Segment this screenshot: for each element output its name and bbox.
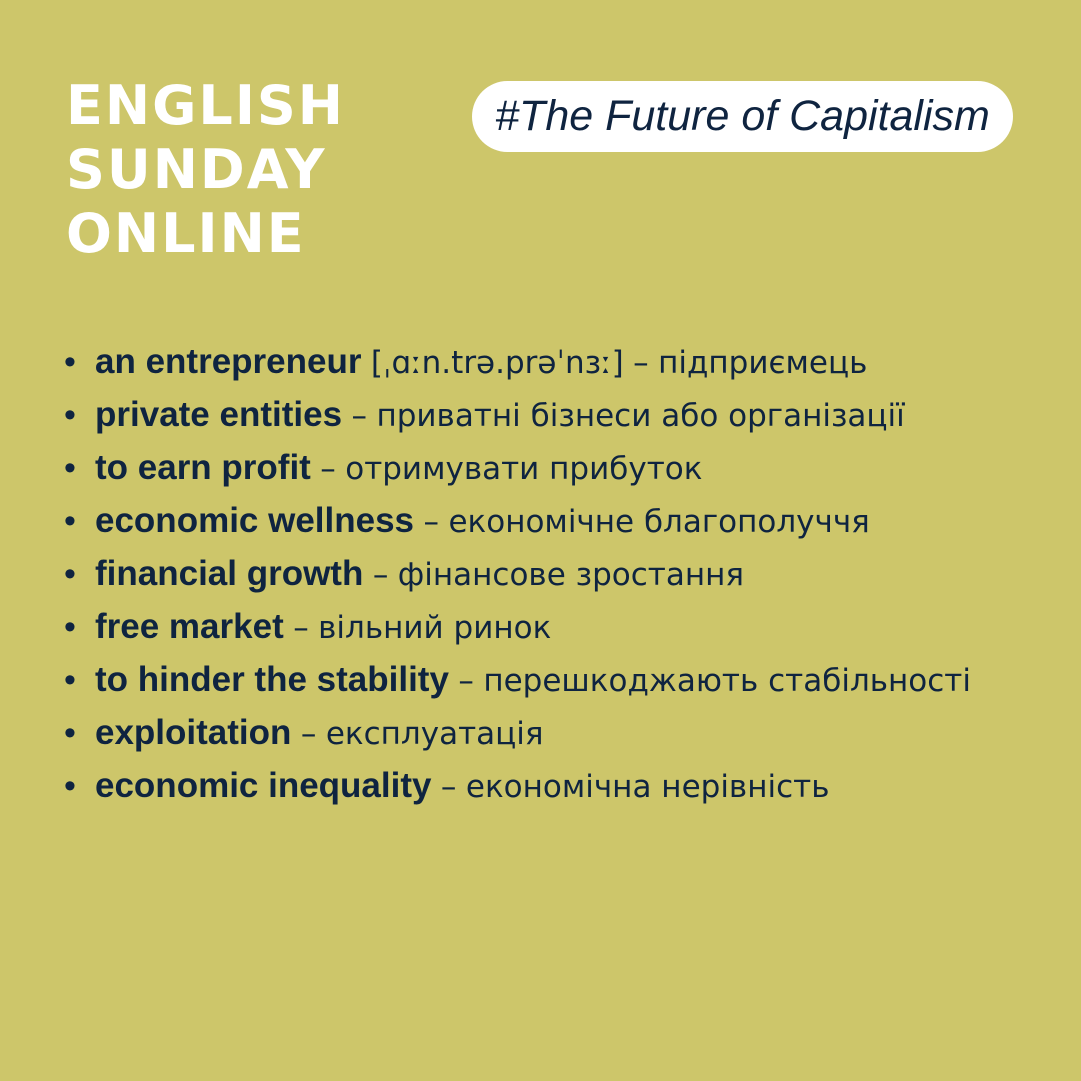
- vocabulary-item: • financial growth – фінансове зростання: [64, 548, 1024, 601]
- vocabulary-term: to hinder the stability: [95, 660, 449, 699]
- vocabulary-pronunciation: [ˌɑːn.trə.prəˈnɜː]: [370, 345, 624, 381]
- topic-hashtag-text: #The Future of Capitalism: [495, 92, 990, 140]
- vocabulary-translation: отримувати прибуток: [345, 451, 703, 487]
- bullet-icon: •: [64, 767, 76, 805]
- topic-hashtag-pill: #The Future of Capitalism: [472, 81, 1013, 152]
- vocabulary-item: • exploitation – експлуатація: [64, 707, 1024, 760]
- brand-title-line-2: SUNDAY: [66, 138, 327, 201]
- vocabulary-term: economic wellness: [95, 501, 415, 540]
- vocabulary-dash: –: [458, 663, 474, 699]
- vocabulary-term: an entrepreneur: [95, 342, 362, 381]
- vocabulary-translation: підприємець: [658, 345, 868, 381]
- vocabulary-dash: –: [633, 345, 649, 381]
- brand-title: ENGLISH SUNDAY ONLINE: [66, 74, 345, 266]
- vocabulary-dash: –: [372, 557, 389, 593]
- vocabulary-term: free market: [95, 607, 284, 646]
- vocabulary-item: • free market – вільний ринок: [64, 601, 1024, 654]
- vocabulary-item: • private entities – приватні бізнеси аб…: [64, 389, 1024, 442]
- vocabulary-translation: економічна нерівність: [465, 769, 830, 805]
- vocabulary-translation: приватні бізнеси або організації: [376, 398, 905, 434]
- brand-title-line-3: ONLINE: [66, 202, 306, 265]
- vocabulary-item: • to earn profit – отримувати прибуток: [64, 442, 1024, 495]
- bullet-icon: •: [64, 714, 76, 752]
- vocabulary-item: • economic wellness – економічне благопо…: [64, 495, 1024, 548]
- bullet-icon: •: [64, 555, 76, 593]
- vocabulary-dash: –: [423, 504, 439, 540]
- bullet-icon: •: [64, 502, 76, 540]
- bullet-icon: •: [64, 343, 76, 381]
- vocabulary-translation: економічне благополуччя: [448, 504, 870, 540]
- vocabulary-translation: фінансове зростання: [397, 557, 745, 593]
- vocabulary-term: private entities: [95, 395, 343, 434]
- bullet-icon: •: [64, 661, 76, 699]
- bullet-icon: •: [64, 449, 76, 487]
- vocabulary-translation: перешкоджають стабільності: [483, 663, 971, 699]
- vocabulary-item: • an entrepreneur [ˌɑːn.trə.prəˈnɜː] – п…: [64, 336, 1024, 389]
- vocabulary-dash: –: [293, 610, 309, 646]
- vocabulary-term: exploitation: [95, 713, 292, 752]
- vocabulary-dash: –: [300, 716, 317, 752]
- bullet-icon: •: [64, 396, 76, 434]
- vocabulary-dash: –: [320, 451, 336, 487]
- vocabulary-dash: –: [351, 398, 368, 434]
- vocabulary-translation: експлуатація: [325, 716, 544, 752]
- vocabulary-translation: вільний ринок: [318, 610, 552, 646]
- vocabulary-term: economic inequality: [95, 766, 432, 805]
- vocabulary-term: to earn profit: [95, 448, 311, 487]
- bullet-icon: •: [64, 608, 76, 646]
- vocabulary-dash: –: [440, 769, 457, 805]
- vocabulary-item: • to hinder the stability – перешкоджают…: [64, 654, 1024, 707]
- brand-title-line-1: ENGLISH: [66, 74, 345, 137]
- vocabulary-item: • economic inequality – економічна нерів…: [64, 760, 1024, 813]
- vocabulary-list: • an entrepreneur [ˌɑːn.trə.prəˈnɜː] – п…: [64, 336, 1024, 813]
- vocabulary-term: financial growth: [95, 554, 364, 593]
